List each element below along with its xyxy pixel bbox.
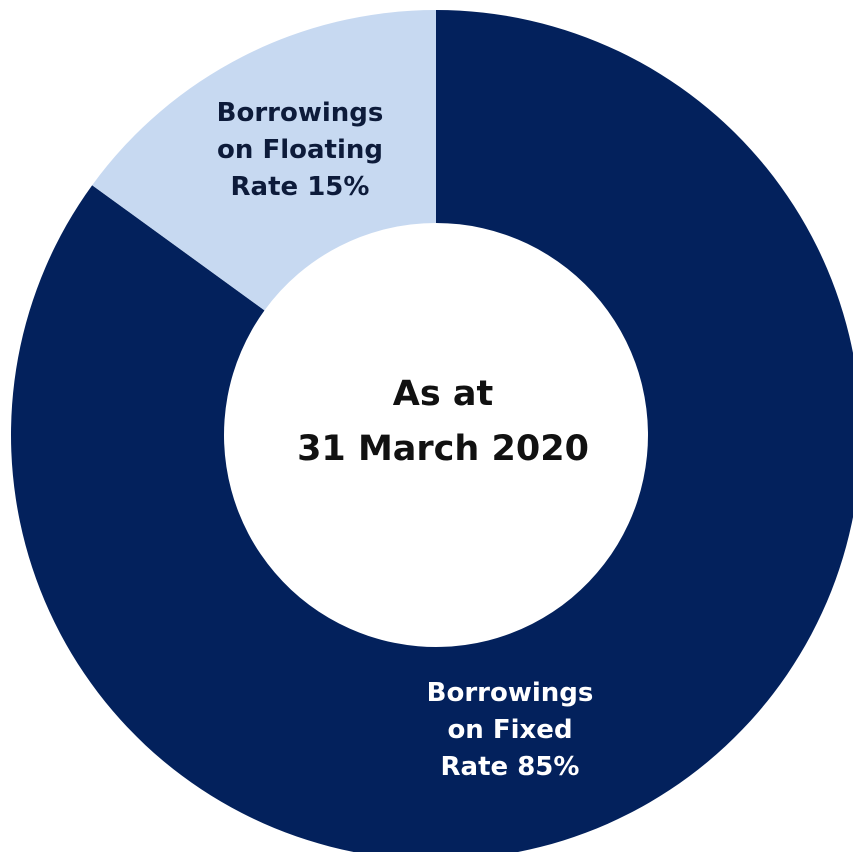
center-label-line: 31 March 2020 xyxy=(297,429,589,469)
slice-labels: Borrowings on Fixed Rate 85% Borrowings on F… xyxy=(217,98,594,782)
slice-label-line: Borrowings xyxy=(217,98,384,128)
donut-slice-floating xyxy=(92,10,436,311)
slice-label-line: Rate 85% xyxy=(441,752,580,782)
slice-label-line: on Floating xyxy=(217,135,383,165)
slice-label-line: on Fixed xyxy=(447,715,572,745)
slice-label-floating: Borrowings on Floating Rate 15% xyxy=(217,98,384,202)
slice-label-line: Borrowings xyxy=(427,678,594,708)
center-label: As at 31 March 2020 xyxy=(297,374,589,469)
donut-slices xyxy=(11,10,853,852)
slice-label-fixed: Borrowings on Fixed Rate 85% xyxy=(427,678,594,782)
slice-label-line: Rate 15% xyxy=(231,172,370,202)
center-label-line: As at xyxy=(393,374,493,414)
donut-slice-fixed xyxy=(11,10,853,852)
